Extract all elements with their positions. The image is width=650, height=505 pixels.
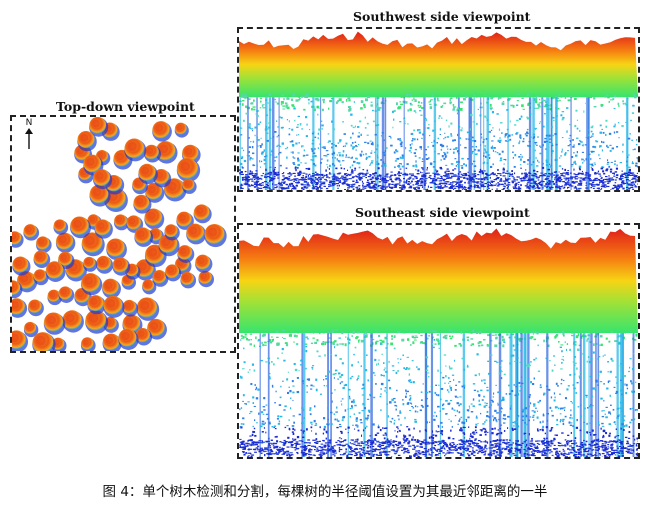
southeast-point-cloud: [239, 228, 638, 457]
southwest-panel: [237, 27, 640, 192]
topdown-panel: [10, 115, 236, 353]
southeast-panel: [237, 223, 640, 459]
north-label: N: [25, 118, 33, 128]
southwest-point-cloud: [239, 31, 638, 190]
north-arrow: N: [22, 118, 36, 153]
figure-caption: 图 4：单个树木检测和分割，每棵树的半径阈值设置为其最近邻距离的一半: [102, 484, 548, 500]
southwest-title: Southwest side viewpoint: [353, 9, 531, 24]
north-arrow-icon: [25, 128, 33, 149]
topdown-point-cloud: [12, 117, 227, 351]
topdown-title: Top-down viewpoint: [56, 99, 195, 114]
southeast-title: Southeast side viewpoint: [355, 205, 530, 220]
